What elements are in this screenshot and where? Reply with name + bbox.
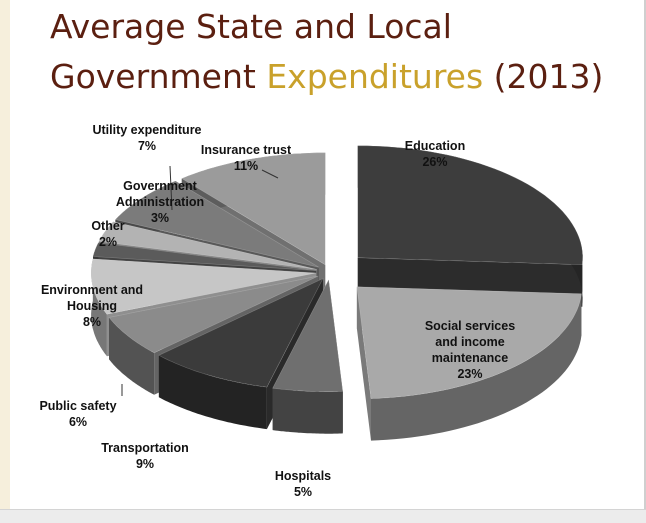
slice-label: Hospitals 5% xyxy=(233,468,373,500)
footer-bar xyxy=(0,509,646,523)
value-label: 3% xyxy=(150,211,170,225)
edge-bar xyxy=(644,0,646,510)
chart xyxy=(90,145,584,441)
slice-label: Public safety 6% xyxy=(8,398,148,430)
slice-label: Insurance trust 11% xyxy=(176,142,316,174)
slice-side xyxy=(91,258,107,357)
slice xyxy=(158,277,324,388)
value-label: 5% xyxy=(293,485,313,499)
slice-label: Other 2% xyxy=(38,218,178,250)
chart-title: Average State and Local Government Expend… xyxy=(50,2,603,102)
category-label: Other xyxy=(91,219,125,233)
slice-label: Government Administration 3% xyxy=(90,178,230,226)
category-label: Environment and Housing xyxy=(40,283,144,313)
category-label: Social services and income maintenance xyxy=(424,319,516,365)
slice xyxy=(114,180,320,268)
value-label: 6% xyxy=(68,415,88,429)
value-label: 26% xyxy=(422,155,448,169)
category-label: Public safety xyxy=(39,399,117,413)
title-part: Average State and Local xyxy=(50,7,452,46)
value-label: 7% xyxy=(137,139,157,153)
category-label: Hospitals xyxy=(274,469,332,483)
slice xyxy=(357,145,584,266)
title-part: Expenditures xyxy=(266,57,484,96)
title-part: Government xyxy=(50,57,256,96)
side-stripe xyxy=(0,0,10,510)
value-label: 8% xyxy=(82,315,102,329)
slice-side xyxy=(356,286,371,441)
title-part: (2013) xyxy=(493,57,604,96)
leader-line xyxy=(261,169,279,179)
slice-label: Transportation 9% xyxy=(75,440,215,472)
slice-side xyxy=(272,388,343,434)
slice-label: Education 26% xyxy=(365,138,505,170)
category-label: Insurance trust xyxy=(200,143,292,157)
slice xyxy=(92,242,317,271)
value-label: 2% xyxy=(98,235,118,249)
slice xyxy=(90,258,317,315)
slice-label: Environment and Housing 8% xyxy=(22,282,162,330)
value-label: 9% xyxy=(135,457,155,471)
slice xyxy=(108,275,319,354)
value-label: 23% xyxy=(457,367,483,381)
slice-side xyxy=(371,293,582,441)
category-label: Utility expenditure xyxy=(92,123,202,137)
slice xyxy=(272,278,344,392)
slice xyxy=(98,221,317,270)
leader-line xyxy=(169,165,173,211)
category-label: Government Administration xyxy=(115,179,205,209)
slice-side xyxy=(109,317,155,395)
slice xyxy=(181,152,326,266)
slice-label: Utility expenditure 7% xyxy=(77,122,217,154)
slice-side xyxy=(158,355,267,430)
category-label: Transportation xyxy=(101,441,189,455)
slice-label: Social services and income maintenance 23… xyxy=(415,318,525,382)
category-label: Education xyxy=(404,139,466,153)
slice xyxy=(356,286,582,399)
value-label: 11% xyxy=(233,159,259,173)
